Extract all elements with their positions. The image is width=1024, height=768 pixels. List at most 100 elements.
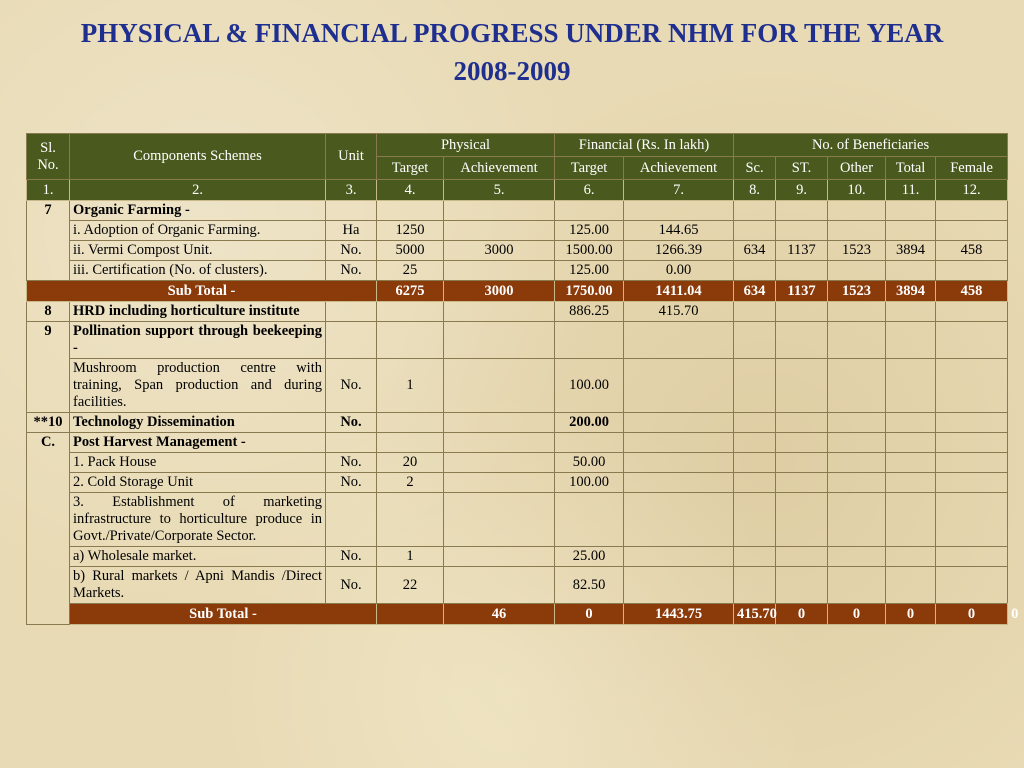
financial-target: 100.00 [554,358,625,413]
st-count: 1137 [775,280,829,302]
sc-count: 634 [733,280,777,302]
table-row: **10 Technology Dissemination No. 200.00 [26,412,1009,433]
col-num: 9. [775,179,829,201]
other-count: 1523 [827,240,887,261]
subtotal-row: Sub Total - 46 0 1443.75 415.70 0 0 0 0 … [27,603,1018,625]
unit-cell: No. [325,472,377,493]
financial-achievement: 1411.04 [623,280,735,302]
unit-cell: No. [325,452,377,473]
component-name: 3. Establishment of marketing infrastruc… [69,492,326,547]
other-count: 0 [885,603,937,625]
st-count [775,260,829,281]
table-row: C. Post Harvest Management - [26,432,1009,625]
table-row: 9 Pollination support through beekeeping… [26,321,1009,413]
total-count: 0 [935,603,1009,625]
physical-achievement [442,220,556,241]
unit-cell: No. [325,566,377,604]
col-num: 11. [885,179,937,201]
financial-target: 200.00 [554,412,625,433]
total-count: 3894 [885,280,937,302]
total-count [885,260,937,281]
section-heading: Organic Farming - [69,200,326,221]
header-row-1: Sl. No. Components Schemes Unit Physical… [26,133,1009,180]
financial-target: 82.50 [554,566,625,604]
header-total: Total [885,156,937,180]
col-num: 6. [554,179,625,201]
financial-target: 50.00 [554,452,625,473]
header-unit: Unit [325,133,377,180]
header-physical: Physical [375,133,556,157]
physical-achievement [442,260,556,281]
table-row: 8 HRD including horticulture institute 8… [26,301,1009,322]
component-name: a) Wholesale market. [69,546,326,567]
subtotal-row: Sub Total - 6275 3000 1750.00 1411.04 63… [26,280,1009,302]
sl-number: 8 [26,301,70,322]
header-financial-achievement: Achievement [623,156,735,180]
female-count: 458 [935,280,1009,302]
header-beneficiaries: No. of Beneficiaries [733,133,1009,157]
header-female: Female [935,156,1009,180]
component-name: iii. Certification (No. of clusters). [69,260,326,281]
component-name: Technology Dissemination [69,412,326,433]
table-row: 2. Cold Storage Unit No. 2 100.00 [27,472,1009,493]
other-count [827,220,887,241]
component-name: b) Rural markets / Apni Mandis /Direct M… [69,566,326,604]
col-num: 3. [325,179,377,201]
subtotal-label: Sub Total - [26,280,377,302]
unit-cell: Ha [325,220,377,241]
subtotal-label: Sub Total - [69,603,377,625]
table-row: a) Wholesale market. No. 1 25.00 [27,546,1009,567]
st-count [775,220,829,241]
header-components: Components Schemes [69,133,326,180]
header-other: Other [827,156,887,180]
component-name: Mushroom production centre with training… [69,358,326,413]
sc-count [733,220,777,241]
physical-achievement: 3000 [442,280,556,302]
table-row: ii. Vermi Compost Unit. No. 5000 3000 15… [27,240,1009,261]
physical-achievement: 0 [554,603,625,625]
col-num: 10. [827,179,887,201]
header-sl-no: Sl. No. [26,133,70,180]
header-st: ST. [775,156,829,180]
col-num: 1. [26,179,70,201]
unit-cell: No. [325,546,377,567]
financial-target: 886.25 [554,301,625,322]
physical-target: 20 [376,452,444,473]
table-row: iii. Certification (No. of clusters). No… [27,260,1009,281]
sc-count: 634 [733,240,777,261]
financial-target: 125.00 [554,220,625,241]
col-num: 8. [733,179,777,201]
col-num: 4. [376,179,444,201]
physical-target: 1250 [376,220,444,241]
sc-count: 0 [775,603,829,625]
financial-target: 1500.00 [554,240,625,261]
component-name: 2. Cold Storage Unit [69,472,326,493]
unit-cell: No. [325,260,377,281]
header-financial: Financial (Rs. In lakh) [554,133,735,157]
title-line-2: 2008-2009 [453,56,571,86]
component-name: i. Adoption of Organic Farming. [69,220,326,241]
header-sc: Sc. [733,156,777,180]
physical-target: 46 [442,603,556,625]
st-count: 1137 [775,240,829,261]
col-num: 2. [69,179,326,201]
financial-achievement: 415.70 [733,603,777,625]
header-physical-target: Target [376,156,444,180]
sc-count [733,260,777,281]
component-name: ii. Vermi Compost Unit. [69,240,326,261]
financial-achievement: 1266.39 [623,240,735,261]
sl-number: 7 [26,200,70,281]
sl-number: **10 [26,412,70,433]
total-count: 3894 [885,240,937,261]
header-physical-achievement: Achievement [442,156,556,180]
sl-number: C. [26,432,70,625]
section-heading: Post Harvest Management - [69,432,326,453]
female-count: 458 [935,240,1009,261]
physical-target: 1 [376,358,444,413]
physical-target: 6275 [376,280,444,302]
column-number-row: 1. 2. 3. 4. 5. 6. 7. 8. 9. 10. 11. 12. [26,179,1009,201]
st-count: 0 [827,603,887,625]
unit-cell: No. [325,240,377,261]
physical-target: 1 [376,546,444,567]
physical-target: 25 [376,260,444,281]
